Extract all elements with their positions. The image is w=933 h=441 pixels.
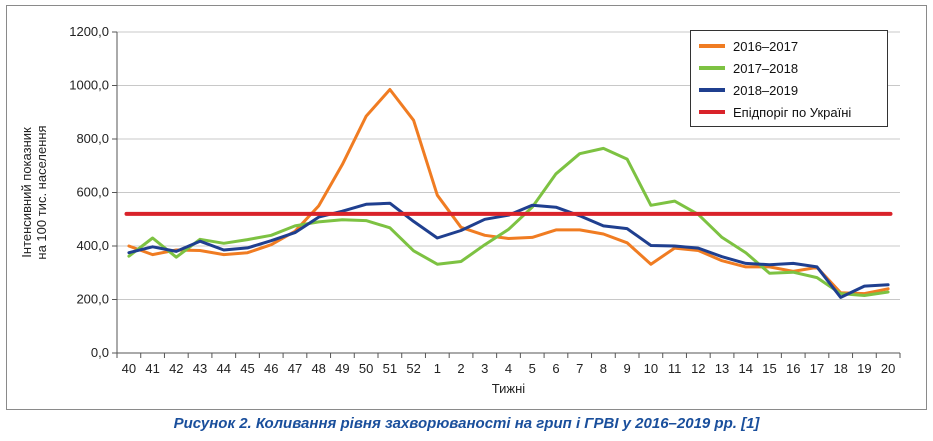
x-tick-label: 13 bbox=[715, 361, 729, 376]
y-tick-label: 0,0 bbox=[91, 345, 109, 360]
series-line-1 bbox=[127, 146, 890, 297]
x-tick-label: 42 bbox=[169, 361, 183, 376]
x-tick-label: 6 bbox=[552, 361, 559, 376]
y-axis-title-line2: на 100 тис. населення bbox=[34, 125, 49, 259]
x-tick-label: 14 bbox=[739, 361, 753, 376]
x-tick-label: 51 bbox=[383, 361, 397, 376]
figure-caption: Рисунок 2. Коливання рівня захворюваност… bbox=[173, 415, 760, 432]
x-tick-label: 18 bbox=[833, 361, 847, 376]
y-axis-title-line1: Інтенсивний показник bbox=[19, 127, 34, 258]
x-tick-label: 48 bbox=[311, 361, 325, 376]
legend-label: 2017–2018 bbox=[733, 60, 799, 76]
x-tick-label: 43 bbox=[193, 361, 207, 376]
x-tick-label: 17 bbox=[810, 361, 824, 376]
legend-item-2016-2017: 2016–2017 bbox=[699, 36, 798, 56]
x-tick-label: 16 bbox=[786, 361, 800, 376]
x-tick-label: 19 bbox=[857, 361, 871, 376]
x-tick-label: 40 bbox=[122, 361, 136, 376]
legend-label: 2018–2019 bbox=[733, 82, 799, 98]
legend-label: 2016–2017 bbox=[733, 38, 799, 54]
legend-swatch-orange bbox=[699, 44, 725, 48]
legend-swatch-red bbox=[699, 110, 725, 114]
y-tick-label: 200,0 bbox=[76, 292, 109, 307]
legend-label: Епідпоріг по Україні bbox=[733, 104, 852, 120]
x-tick-label: 12 bbox=[691, 361, 705, 376]
y-tick-label: 1000,0 bbox=[69, 78, 109, 93]
x-axis-title: Тижні bbox=[492, 381, 526, 396]
x-tick-label: 4 bbox=[505, 361, 512, 376]
chart-frame: 0,0 200,0 400,0 600,0 800,0 1000,0 1200,0 40 41 4… bbox=[6, 5, 927, 410]
x-tick-label: 41 bbox=[145, 361, 159, 376]
x-tick-label: 8 bbox=[600, 361, 607, 376]
x-tick-label: 9 bbox=[624, 361, 631, 376]
x-tick-label: 10 bbox=[644, 361, 658, 376]
x-tick-label: 44 bbox=[217, 361, 231, 376]
y-tick-label: 1200,0 bbox=[69, 24, 109, 39]
x-tick-label: 2 bbox=[457, 361, 464, 376]
x-tick-label: 5 bbox=[529, 361, 536, 376]
chart-legend: 2016–2017 2017–2018 2018–2019 Епідпоріг … bbox=[690, 30, 888, 127]
x-tick-label: 52 bbox=[406, 361, 420, 376]
y-tick-label: 600,0 bbox=[76, 185, 109, 200]
x-tick-label: 3 bbox=[481, 361, 488, 376]
x-tick-label: 49 bbox=[335, 361, 349, 376]
x-tick-label: 46 bbox=[264, 361, 278, 376]
series-line-2 bbox=[127, 201, 890, 299]
x-tick-label: 11 bbox=[668, 361, 682, 376]
x-tick-label: 20 bbox=[881, 361, 895, 376]
legend-swatch-blue bbox=[699, 88, 725, 92]
x-tick-label: 7 bbox=[576, 361, 583, 376]
x-tick-label: 45 bbox=[240, 361, 254, 376]
legend-swatch-green bbox=[699, 66, 725, 70]
x-tick-label: 15 bbox=[762, 361, 776, 376]
y-tick-label: 800,0 bbox=[76, 131, 109, 146]
x-tick-label: 50 bbox=[359, 361, 373, 376]
legend-item-2017-2018: 2017–2018 bbox=[699, 58, 798, 78]
y-tick-label: 400,0 bbox=[76, 238, 109, 253]
legend-item-epid-threshold: Епідпоріг по Україні bbox=[699, 102, 851, 122]
legend-item-2018-2019: 2018–2019 bbox=[699, 80, 798, 100]
x-tick-label: 1 bbox=[434, 361, 441, 376]
x-tick-label: 47 bbox=[288, 361, 302, 376]
